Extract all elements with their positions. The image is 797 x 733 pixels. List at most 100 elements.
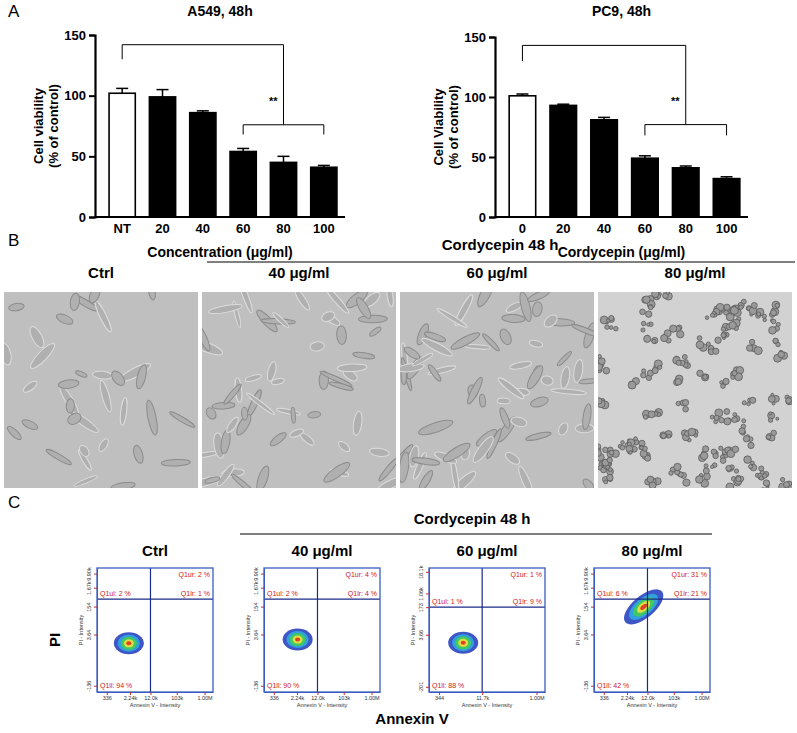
tick: 336 bbox=[270, 692, 279, 701]
bracket-drop bbox=[726, 125, 727, 136]
cell-texture bbox=[780, 477, 784, 481]
cell-texture bbox=[697, 336, 702, 341]
cell-texture bbox=[628, 381, 636, 389]
plot-area bbox=[109, 88, 337, 217]
cell-texture bbox=[289, 427, 305, 438]
tick: 2.24k bbox=[621, 692, 635, 701]
cell-texture bbox=[244, 373, 262, 382]
density-ring bbox=[293, 636, 303, 644]
cell-texture bbox=[683, 406, 689, 412]
cell-texture bbox=[449, 330, 481, 352]
cell-texture bbox=[309, 341, 324, 352]
image-title: 40 μg/ml bbox=[269, 264, 330, 281]
tick-mark bbox=[426, 687, 429, 688]
tick-label: 40 bbox=[196, 221, 210, 236]
flow-plot: 3362.24k12.0k103k1.00M-1363.641541.67k9.… bbox=[575, 542, 711, 708]
tick: 60 bbox=[638, 217, 652, 236]
gate-line bbox=[429, 607, 545, 608]
cell-texture bbox=[721, 333, 726, 338]
panel-label: C bbox=[8, 493, 20, 512]
x-axis-title: Concentration (μg/ml) bbox=[147, 244, 292, 260]
y-axis-title-line: (% of control) bbox=[446, 85, 461, 169]
y-axis-line bbox=[594, 569, 595, 693]
cell-texture bbox=[641, 321, 645, 325]
panel-label: A bbox=[8, 2, 20, 21]
cell-texture bbox=[293, 292, 312, 312]
tick: 1.67k bbox=[253, 581, 264, 595]
y-axis-title-line: Cell Viability bbox=[431, 88, 446, 166]
cell-texture bbox=[652, 339, 656, 343]
bracket-line bbox=[522, 45, 685, 46]
x-axis: NT20406080100 bbox=[95, 217, 345, 236]
tick: 154 bbox=[86, 603, 97, 612]
cell-texture bbox=[719, 446, 723, 450]
micrograph bbox=[400, 292, 594, 488]
cell-texture bbox=[119, 397, 128, 425]
cell-texture bbox=[773, 338, 778, 343]
tick-label: 344 bbox=[435, 695, 444, 701]
cell-texture bbox=[337, 440, 352, 454]
cell-texture bbox=[551, 388, 587, 396]
cell-texture bbox=[715, 337, 721, 343]
density-ring bbox=[124, 639, 134, 647]
chart-title: A549, 48h bbox=[187, 3, 252, 19]
density-ring bbox=[635, 599, 652, 615]
quadrant-label: Q1ur: 31 % bbox=[672, 571, 707, 579]
error-cap bbox=[680, 165, 692, 167]
tick-label: 3.64 bbox=[583, 630, 589, 641]
cell-texture bbox=[641, 328, 645, 332]
cell-texture bbox=[336, 325, 347, 344]
cell-texture bbox=[276, 407, 301, 416]
density-ring bbox=[455, 636, 471, 649]
cell-texture bbox=[670, 325, 677, 332]
cell-texture bbox=[674, 463, 681, 470]
tick-mark bbox=[94, 607, 97, 608]
tick: 3.64 bbox=[583, 630, 594, 641]
cell-texture bbox=[732, 446, 738, 452]
density-ring bbox=[287, 631, 309, 648]
y-axis-title: Cell Viability(% of control) bbox=[431, 85, 461, 169]
cell-texture bbox=[510, 415, 528, 428]
significance-bracket bbox=[645, 125, 727, 136]
y-axis: -2013.661731.06k18.1k bbox=[418, 565, 430, 692]
background bbox=[0, 0, 797, 733]
cell-texture bbox=[726, 465, 732, 471]
cell-texture bbox=[69, 293, 80, 312]
micrograph bbox=[4, 292, 198, 488]
cell-texture bbox=[320, 310, 336, 324]
cell-texture bbox=[652, 337, 658, 343]
tick-label: 3.66 bbox=[418, 630, 424, 641]
tick-label: 9.90k bbox=[583, 567, 589, 581]
bracket-drop bbox=[122, 45, 123, 60]
cell-texture bbox=[496, 376, 525, 401]
plot-frame bbox=[429, 568, 545, 692]
density-ring bbox=[290, 633, 306, 646]
y-axis-line bbox=[89, 36, 96, 218]
tick: 1.06k bbox=[418, 587, 429, 601]
tick: 100 bbox=[313, 217, 335, 236]
quadrant-label: Q1ll: 94 % bbox=[100, 682, 132, 690]
cell-texture bbox=[661, 433, 666, 438]
tick-label: 0 bbox=[479, 210, 486, 225]
cell-texture bbox=[642, 369, 646, 373]
density-ring bbox=[630, 594, 658, 620]
tick-mark bbox=[489, 37, 495, 39]
tick: 1.00M bbox=[529, 692, 545, 701]
y-axis-title-line: Cell viability bbox=[31, 87, 46, 164]
cell-texture bbox=[724, 310, 729, 315]
gate-line bbox=[594, 598, 710, 599]
cell-texture bbox=[704, 464, 708, 468]
error-cap bbox=[116, 88, 128, 90]
tick: -136 bbox=[583, 681, 594, 692]
tick: NT bbox=[114, 217, 131, 236]
cell-texture bbox=[629, 451, 632, 454]
cell-texture bbox=[749, 464, 753, 468]
tick: 60 bbox=[236, 217, 250, 236]
quadrant-label: Q1ll: 88 % bbox=[432, 682, 464, 690]
tick-label: 40 bbox=[597, 221, 611, 236]
cell-texture bbox=[710, 465, 713, 468]
error-cap bbox=[197, 110, 209, 112]
error-cap bbox=[237, 148, 249, 150]
cell-texture bbox=[598, 444, 601, 449]
cell-texture bbox=[743, 436, 749, 442]
